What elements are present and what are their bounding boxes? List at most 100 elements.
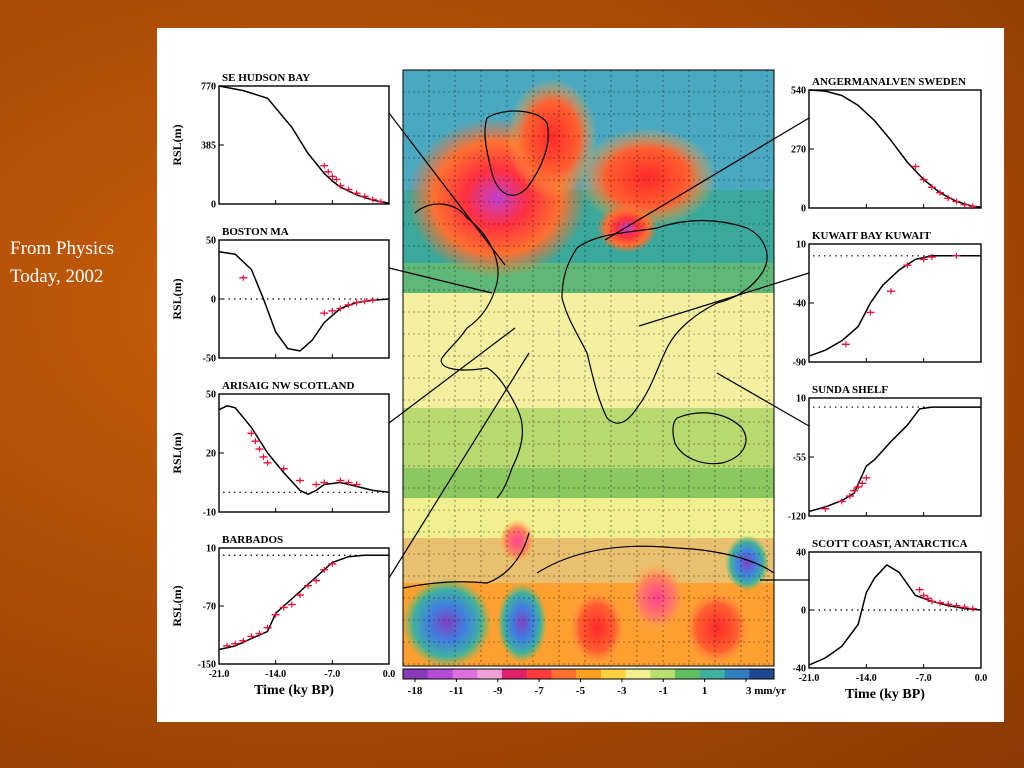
observation-point [295,592,304,599]
world-map [403,70,774,666]
observation-point [886,288,895,295]
y-tick-label: 270 [791,145,806,156]
colorbar-swatch [650,669,676,679]
observation-point [336,477,345,484]
observation-point [324,168,333,175]
colorbar-swatch [551,669,577,679]
rsl-panel: SCOTT COAST, ANTARCTICA 40 0 -40-21.0 -14.0 -… [793,538,988,702]
observation-point [336,305,345,312]
colorbar-swatch [749,669,775,679]
colorbar-swatch [699,669,726,679]
observation-point [328,173,337,180]
panel-title: ANGERMANALVEN SWEDEN [812,76,966,88]
observation-point [936,599,945,606]
observation-point [320,310,329,317]
y-tick-label: -90 [793,358,806,369]
observation-point [919,256,928,263]
y-axis-label: RSL(m) [170,585,184,626]
x-axis-label: Time (ky BP) [845,687,925,702]
observation-point [927,253,936,260]
colorbar-swatch [576,669,602,679]
observation-point [927,184,936,191]
observation-point [841,341,850,348]
observation-point [376,198,385,205]
observation-point [312,577,321,584]
panel-frame [218,85,390,205]
y-axis-label: RSL(m) [170,124,184,165]
y-tick-label: 0 [211,295,216,306]
observation-point [320,566,329,573]
caption-line-2: Today, 2002 [10,266,104,287]
y-tick-label: 20 [206,449,216,460]
colorbar-label: -18 [408,685,423,697]
colorbar-label: -3 [617,685,627,697]
observation-point [968,605,977,612]
observation-point [259,453,268,460]
y-tick-label: 385 [201,141,216,152]
figure-caption: From Physics Today, 2002 [10,235,160,291]
rsl-panel: KUWAIT BAY KUWAIT 10 -40 -90 [793,230,982,369]
y-tick-label: 10 [796,394,806,405]
colorbar-label: -11 [449,685,463,697]
y-tick-label: -55 [793,453,806,464]
rsl-panel: ANGERMANALVEN SWEDEN 540 270 0 [791,76,982,215]
colorbar-swatch [452,669,478,679]
panel-frame [808,89,982,209]
observation-point [352,299,361,306]
colorbar-label: 3 mm/yr [746,685,786,697]
observation-point [960,604,969,611]
observation-point [271,611,280,618]
y-tick-label: -120 [788,512,806,523]
colorbar-label: -1 [659,685,668,697]
observation-point [344,186,353,193]
x-axis-label: Time (ky BP) [254,683,334,698]
observation-point [854,483,863,490]
colorbar-swatch [427,669,453,679]
colorbar: -18 -11 -9 -7 -5 -3 -1 1 3 mm/yr [402,668,786,697]
y-tick-label: 10 [206,544,216,555]
observation-point [845,493,854,500]
panel-frame [218,547,390,665]
y-axis-label: RSL(m) [170,432,184,473]
figure-panel: -18 -11 -9 -7 -5 -3 -1 1 3 mm/yr SE HUDSON BAY 77… [157,28,1004,722]
colorbar-label: -5 [576,685,586,697]
y-tick-label: 10 [796,240,806,251]
y-tick-label: 540 [791,86,806,97]
observation-point [368,196,377,203]
y-tick-label: 40 [796,548,806,559]
panel-title: KUWAIT BAY KUWAIT [812,230,931,242]
y-tick-label: 50 [206,236,216,247]
x-tick-label: -14.0 [856,673,877,684]
observation-point [919,592,928,599]
observation-point [251,438,260,445]
observation-point [911,163,920,170]
y-tick-label: 770 [201,82,216,93]
panel-title: SCOTT COAST, ANTARCTICA [812,538,968,550]
panel-title: BOSTON MA [222,226,289,238]
y-axis-label: RSL(m) [170,278,184,319]
y-tick-label: 0 [801,606,806,617]
observation-point [944,601,953,608]
connector-lines [388,112,810,581]
observation-point [368,297,377,304]
observation-point [837,498,846,505]
observation-point [960,201,969,208]
observation-point [255,630,264,637]
y-tick-label: 50 [206,390,216,401]
x-tick-label: 0.0 [975,673,988,684]
observation-point [352,481,361,488]
panel-frame [218,393,390,513]
observation-point [332,176,341,183]
rsl-panel: SUNDA SHELF 10 -55 -120 [788,384,982,523]
observation-point [320,162,329,169]
observation-point [247,633,256,640]
x-tick-label: -21.0 [799,673,820,684]
y-tick-label: -50 [203,354,216,365]
caption-line-1: From Physics [10,238,114,259]
rsl-panel: BARBADOS 10 -70 -150-21.0 -14.0 -7.0 0.0 Time (… [170,534,395,698]
colorbar-label: -9 [493,685,503,697]
colorbar-swatch [501,669,528,679]
observation-point [968,203,977,210]
colorbar-label: -7 [535,685,545,697]
colorbar-label: 1 [702,685,708,697]
